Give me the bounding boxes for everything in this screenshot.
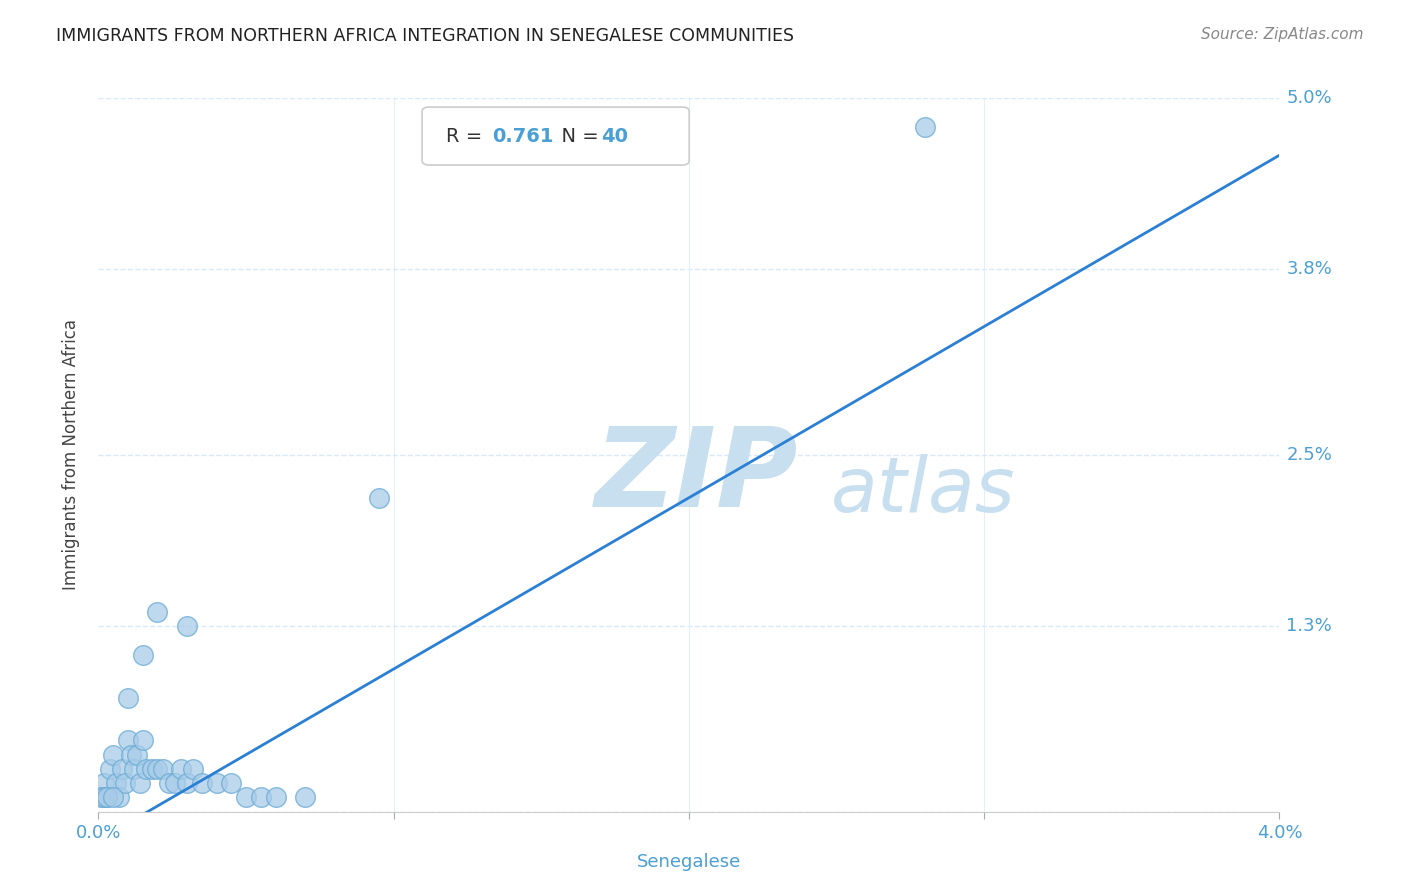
Text: 3.8%: 3.8% <box>1286 260 1333 278</box>
Point <box>191 776 214 790</box>
Point <box>170 762 193 776</box>
Point <box>98 762 121 776</box>
Point <box>135 762 157 776</box>
Point <box>114 776 136 790</box>
Point <box>146 605 169 619</box>
Text: ZIP: ZIP <box>595 423 799 530</box>
Point <box>122 762 145 776</box>
Text: Source: ZipAtlas.com: Source: ZipAtlas.com <box>1201 27 1364 42</box>
Point <box>93 790 115 805</box>
Point <box>117 690 139 705</box>
Text: 1.3%: 1.3% <box>1286 617 1333 635</box>
Point <box>103 790 124 805</box>
Point <box>152 762 174 776</box>
Point <box>294 790 316 805</box>
Point <box>176 776 198 790</box>
Point <box>146 762 169 776</box>
Text: atlas: atlas <box>831 454 1015 527</box>
Point <box>111 762 134 776</box>
Point <box>120 747 142 762</box>
Point <box>103 747 124 762</box>
Point <box>117 733 139 747</box>
Y-axis label: Immigrants from Northern Africa: Immigrants from Northern Africa <box>62 319 80 591</box>
Text: IMMIGRANTS FROM NORTHERN AFRICA INTEGRATION IN SENEGALESE COMMUNITIES: IMMIGRANTS FROM NORTHERN AFRICA INTEGRAT… <box>56 27 794 45</box>
Point <box>108 790 131 805</box>
Point <box>105 776 128 790</box>
Point <box>96 790 118 805</box>
Point <box>157 776 180 790</box>
Text: 2.5%: 2.5% <box>1286 446 1333 464</box>
Point <box>914 120 936 134</box>
Point <box>90 790 112 805</box>
Point <box>176 619 198 633</box>
Point <box>264 790 287 805</box>
X-axis label: Senegalese: Senegalese <box>637 853 741 871</box>
Text: N =: N = <box>548 127 605 145</box>
Point <box>132 733 155 747</box>
Text: R =: R = <box>446 127 488 145</box>
Text: 0.761: 0.761 <box>492 127 554 145</box>
Point <box>165 776 187 790</box>
Point <box>250 790 273 805</box>
Point <box>128 776 150 790</box>
Point <box>219 776 242 790</box>
Point <box>132 648 155 662</box>
Point <box>367 491 389 505</box>
Text: 40: 40 <box>600 127 627 145</box>
Point <box>141 762 163 776</box>
Point <box>125 747 148 762</box>
Point <box>235 790 257 805</box>
Point <box>93 776 115 790</box>
Point <box>96 790 118 805</box>
Point <box>181 762 204 776</box>
Point <box>205 776 228 790</box>
Text: 5.0%: 5.0% <box>1286 89 1331 107</box>
